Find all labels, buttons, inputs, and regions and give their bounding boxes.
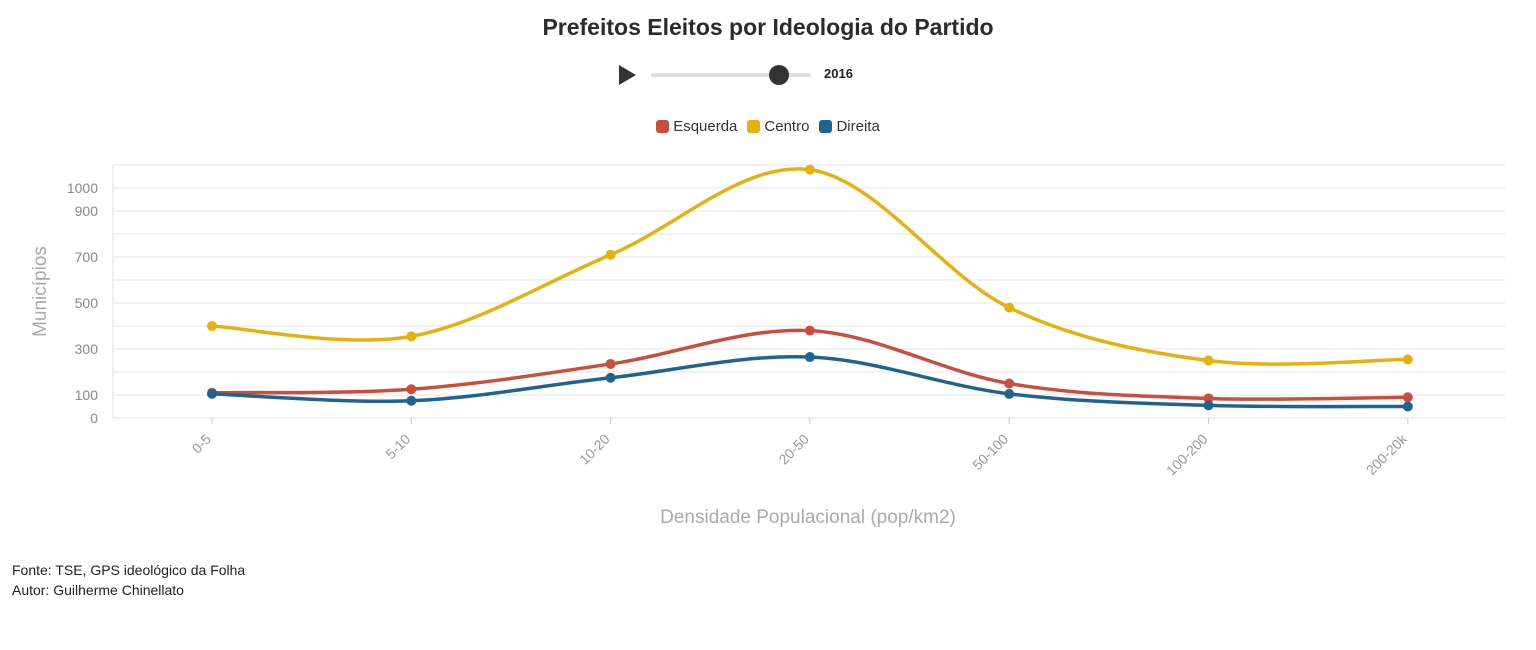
legend-label-centro: Centro [764, 118, 810, 135]
data-point-centro [605, 249, 616, 260]
chart-title: Prefeitos Eleitos por Ideologia do Parti… [542, 14, 994, 40]
x-axis-title: Densidade Populacional (pop/km2) [660, 507, 956, 528]
y-tick-label: 100 [75, 387, 99, 403]
y-tick-label: 300 [75, 341, 99, 357]
legend-swatch-centro [747, 120, 761, 133]
data-point-direita [207, 388, 217, 399]
y-tick-label: 700 [75, 249, 99, 265]
data-point-centro [406, 331, 417, 342]
x-tick-label: 200-20k [1363, 430, 1411, 478]
legend: Esquerda Centro Direita [0, 118, 1536, 135]
y-axis-title: Municípios [30, 246, 51, 337]
author-note: Autor: Guilherme Chinellato [12, 582, 184, 598]
x-tick-label: 50-100 [969, 431, 1011, 473]
series-line-esquerda [210, 328, 1410, 402]
year-player: 2016 [617, 62, 877, 88]
y-tick-label: 500 [75, 295, 99, 311]
legend-item-centro[interactable]: Centro [747, 118, 809, 135]
data-point-centro [207, 321, 217, 331]
source-note: Fonte: TSE, GPS ideológico da Folha [12, 562, 246, 578]
x-tick-label: 100-200 [1163, 431, 1211, 479]
year-label: 2016 [824, 66, 853, 81]
data-point-centro [1402, 354, 1413, 365]
data-point-centro [804, 164, 815, 175]
y-tick-label: 900 [75, 203, 99, 219]
x-tick-label: 5-10 [382, 431, 413, 462]
data-point-esquerda [406, 384, 417, 395]
year-slider-track[interactable] [651, 65, 811, 85]
data-point-esquerda [1203, 393, 1214, 404]
y-tick-label: 1000 [67, 180, 98, 196]
data-point-direita [406, 395, 417, 406]
data-point-centro [1203, 355, 1214, 366]
footer: Fonte: TSE, GPS ideológico da Folha Auto… [12, 560, 245, 600]
line-chart: 0 100 300 500 700 900 1000 0-5 5-10 10-20 20-50 50-… [30, 164, 1505, 528]
data-point-direita [1004, 388, 1015, 399]
data-point-esquerda [605, 358, 616, 369]
data-point-esquerda [1402, 392, 1413, 403]
data-point-direita [1203, 400, 1214, 411]
legend-item-direita[interactable]: Direita [819, 118, 880, 135]
legend-label-direita: Direita [836, 118, 880, 135]
y-tick-label: 0 [90, 410, 98, 426]
data-point-esquerda [1004, 378, 1015, 389]
year-slider-handle[interactable] [769, 65, 789, 85]
legend-label-esquerda: Esquerda [673, 118, 738, 135]
x-tick-label: 20-50 [775, 431, 812, 468]
legend-swatch-esquerda [656, 120, 670, 133]
legend-item-esquerda[interactable]: Esquerda [656, 118, 737, 135]
data-point-direita [605, 372, 616, 383]
play-icon[interactable] [619, 65, 636, 85]
x-tick-label: 0-5 [188, 431, 214, 457]
data-point-centro [1004, 302, 1015, 313]
data-point-direita [1402, 401, 1413, 412]
legend-swatch-direita [819, 120, 833, 133]
data-point-direita [804, 352, 815, 363]
x-tick-label: 10-20 [576, 431, 613, 468]
data-point-esquerda [804, 325, 815, 336]
